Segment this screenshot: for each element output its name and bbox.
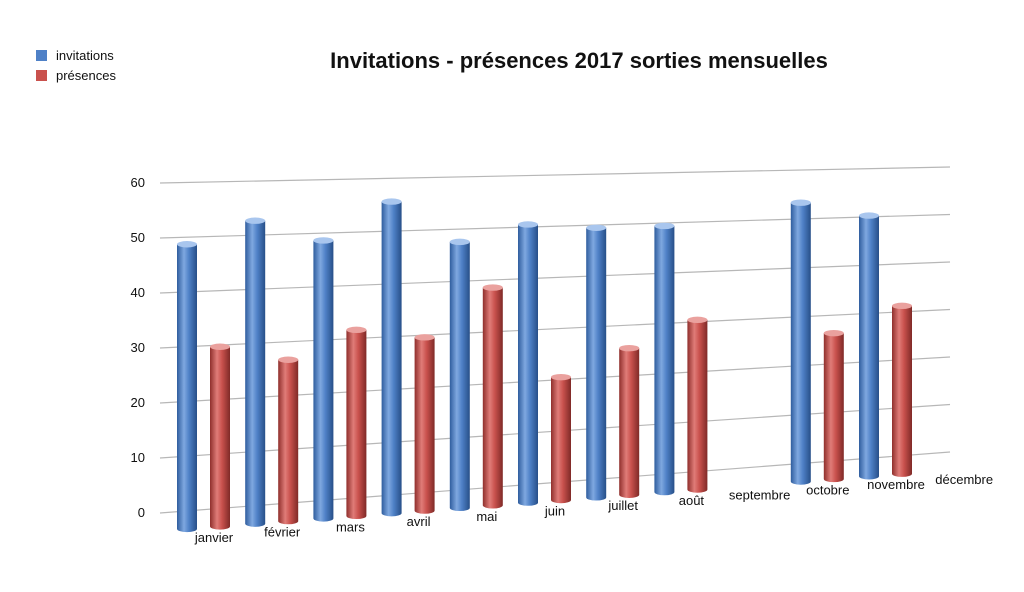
bar-body (551, 377, 571, 504)
bar-body (859, 215, 879, 480)
bar-cap (586, 224, 607, 231)
bar-cap (210, 343, 230, 350)
bar-presences-janvier (210, 343, 230, 530)
gridline (159, 261, 951, 294)
x-category-label: décembre (935, 472, 993, 487)
legend-label-invitations: invitations (56, 48, 114, 63)
bar-body (892, 305, 912, 477)
bar-cap (551, 373, 571, 381)
bar-invitations-février (245, 217, 266, 527)
bar-cap (518, 221, 538, 228)
bar-body (687, 319, 708, 493)
bar-body (313, 240, 334, 522)
bar-invitations-avril (381, 198, 402, 517)
bar-body (414, 337, 435, 514)
bar-body (449, 241, 470, 512)
bar-body (482, 287, 503, 509)
bar-presences-avril (414, 334, 435, 514)
bar-cap (823, 329, 844, 337)
bar-presences-mars (346, 326, 367, 520)
bar-invitations-novembre (859, 212, 879, 480)
bar-cap (381, 198, 402, 205)
bar-cap (346, 326, 367, 334)
bar-body (586, 227, 607, 501)
x-category-label: juillet (607, 498, 638, 513)
bar-body (823, 333, 844, 483)
bar-body (346, 329, 367, 520)
bar-invitations-mai (449, 238, 470, 512)
bar-cap (859, 212, 879, 219)
bar-presences-juillet (619, 344, 640, 498)
chart-title: Invitations - présences 2017 sorties men… (330, 48, 828, 73)
bar-invitations-janvier (177, 241, 197, 533)
x-category-label: septembre (729, 488, 790, 503)
x-category-label: octobre (806, 482, 849, 497)
bar-presences-octobre (823, 329, 844, 483)
y-tick-label: 60 (131, 175, 145, 190)
bar-invitations-juin (518, 221, 538, 506)
bar-cap (313, 237, 334, 244)
x-category-label: avril (407, 514, 431, 529)
bar-body (278, 359, 299, 525)
x-category-label: mars (336, 519, 365, 534)
bar-invitations-octobre (790, 199, 811, 485)
bar-cap (619, 344, 640, 352)
y-tick-label: 20 (131, 395, 145, 410)
bar-body (654, 225, 675, 496)
bar-body (518, 224, 538, 506)
bar-cap (482, 284, 503, 291)
gridline (159, 213, 951, 239)
x-category-label: août (679, 493, 705, 508)
bar-cap (177, 241, 197, 248)
bar-body (381, 201, 402, 517)
bar-cap (790, 199, 811, 206)
x-category-label: février (264, 525, 301, 540)
x-category-label: juin (544, 504, 565, 519)
bar-invitations-août (654, 222, 675, 496)
y-tick-label: 50 (131, 230, 145, 245)
legend-label-presences: présences (56, 68, 116, 83)
bar-body (619, 348, 640, 498)
bar-body (210, 346, 230, 530)
bar-invitations-juillet (586, 224, 607, 501)
x-category-label: novembre (867, 477, 925, 492)
bar-cap (687, 316, 708, 324)
x-category-label: janvier (194, 530, 234, 545)
bar-presences-juin (551, 373, 571, 504)
bar-cap (654, 222, 675, 230)
bar-body (177, 244, 197, 533)
bar-body (790, 202, 811, 485)
bar-cap (278, 356, 299, 363)
bar-cap (245, 217, 266, 224)
x-category-label: mai (476, 509, 497, 524)
gridline (159, 166, 951, 184)
bar-body (245, 220, 266, 527)
category-labels: janvier février mars avril mai juin juillet aoû… (194, 472, 993, 545)
gridline (159, 308, 951, 349)
y-tick-label: 10 (131, 450, 145, 465)
bar-presences-novembre (892, 302, 912, 477)
bar-presences-mai (482, 284, 503, 509)
bar-presences-février (278, 356, 299, 525)
legend: invitations présences (36, 48, 116, 83)
y-axis-ticks: 0 10 20 30 40 50 60 (131, 175, 145, 520)
bar-invitations-mars (313, 237, 334, 522)
legend-swatch-presences (36, 70, 47, 81)
bar-presences-août (687, 316, 708, 493)
bar-cap (449, 238, 470, 246)
legend-swatch-invitations (36, 50, 47, 61)
y-tick-label: 0 (138, 505, 145, 520)
y-tick-label: 40 (131, 285, 145, 300)
bars (177, 198, 912, 533)
bar-cap (414, 334, 435, 341)
bar-cap (892, 302, 912, 310)
y-tick-label: 30 (131, 340, 145, 355)
